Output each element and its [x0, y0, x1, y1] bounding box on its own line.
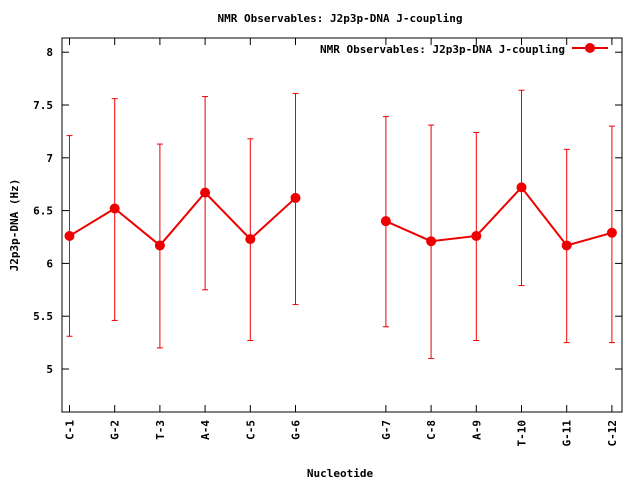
y-tick-label: 6	[46, 257, 53, 270]
series-layer	[64, 89, 617, 359]
x-axis-label: Nucleotide	[307, 467, 374, 480]
x-tick-label: C-8	[425, 420, 438, 440]
x-axis: C-1 G-2 T-3 A-4 C-5 G-6 G-7 C-8 A-9 T-10 G-11 C-12	[64, 38, 619, 447]
y-tick-label: 6.5	[33, 205, 53, 218]
data-point	[200, 187, 211, 198]
chart-title: NMR Observables: J2p3p-DNA J-coupling	[217, 12, 462, 25]
data-point	[426, 236, 437, 247]
data-point	[64, 230, 75, 241]
x-tick-label: T-10	[516, 420, 529, 447]
y-tick-label: 8	[46, 46, 53, 59]
x-tick-label: T-3	[154, 420, 167, 440]
x-tick-label: C-1	[64, 420, 77, 440]
y-tick-label: 7	[46, 152, 53, 165]
plot-frame	[61, 37, 623, 413]
legend-label: NMR Observables: J2p3p-DNA J-coupling	[320, 43, 565, 56]
data-point	[380, 216, 391, 227]
x-tick-label: G-6	[290, 420, 303, 440]
data-point	[561, 240, 572, 251]
x-tick-label: C-5	[244, 420, 257, 440]
x-tick-label: G-11	[561, 420, 574, 447]
data-point	[154, 240, 165, 251]
y-tick-label: 7.5	[33, 99, 53, 112]
x-tick-label: G-2	[109, 420, 122, 440]
y-axis: 5 5.5 6 6.5 7 7.5 8	[33, 46, 622, 376]
data-point	[109, 203, 120, 214]
data-point	[606, 227, 617, 238]
y-tick-label: 5.5	[33, 310, 53, 323]
x-tick-label: A-4	[199, 420, 212, 440]
x-tick-label: C-12	[606, 420, 619, 447]
y-axis-label: J2p3p-DNA (Hz)	[8, 179, 21, 272]
legend: NMR Observables: J2p3p-DNA J-coupling	[320, 43, 608, 56]
series-line	[68, 191, 297, 247]
data-point	[516, 182, 527, 193]
series-line	[385, 185, 613, 247]
x-tick-label: A-9	[470, 420, 483, 440]
x-tick-label: G-7	[380, 420, 393, 440]
data-point	[290, 192, 301, 203]
legend-marker	[585, 43, 595, 53]
y-tick-label: 5	[46, 363, 53, 376]
data-point	[471, 230, 482, 241]
data-point	[245, 234, 256, 245]
